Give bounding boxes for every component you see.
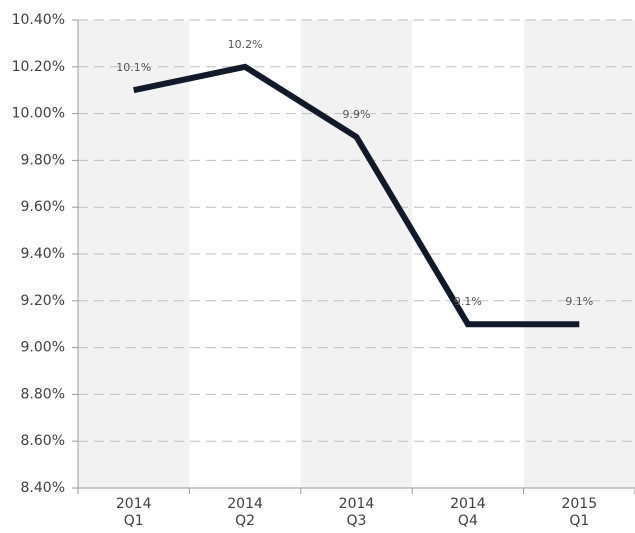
y-tick-label: 9.60% [21, 199, 65, 215]
y-tick-label: 9.40% [21, 246, 65, 262]
value-label: 9.1% [454, 295, 482, 308]
value-label: 10.2% [228, 38, 263, 51]
y-tick-label: 9.80% [21, 152, 65, 168]
x-tick-label: 2015 Q1 [561, 496, 598, 529]
y-tick-label: 8.60% [21, 433, 65, 449]
y-tick-label: 10.40% [12, 12, 65, 28]
x-tick-label: 2014 Q4 [450, 496, 486, 529]
value-label: 9.1% [565, 295, 593, 308]
x-tick-label: 2014 Q2 [227, 496, 263, 529]
line [133, 63, 580, 328]
y-tick-label: 9.00% [21, 340, 65, 356]
y-tick-label: 9.20% [21, 293, 65, 309]
x-tick-label: 2014 Q3 [338, 496, 375, 529]
x-tick-label: 2014 Q1 [115, 496, 152, 529]
y-tick-label: 10.20% [12, 59, 65, 75]
y-tick-label: 10.00% [12, 106, 65, 122]
value-label: 9.9% [343, 108, 371, 121]
y-tick-label: 8.80% [21, 386, 65, 402]
value-label: 10.1% [116, 61, 151, 74]
y-tick-label: 8.40% [21, 480, 65, 496]
